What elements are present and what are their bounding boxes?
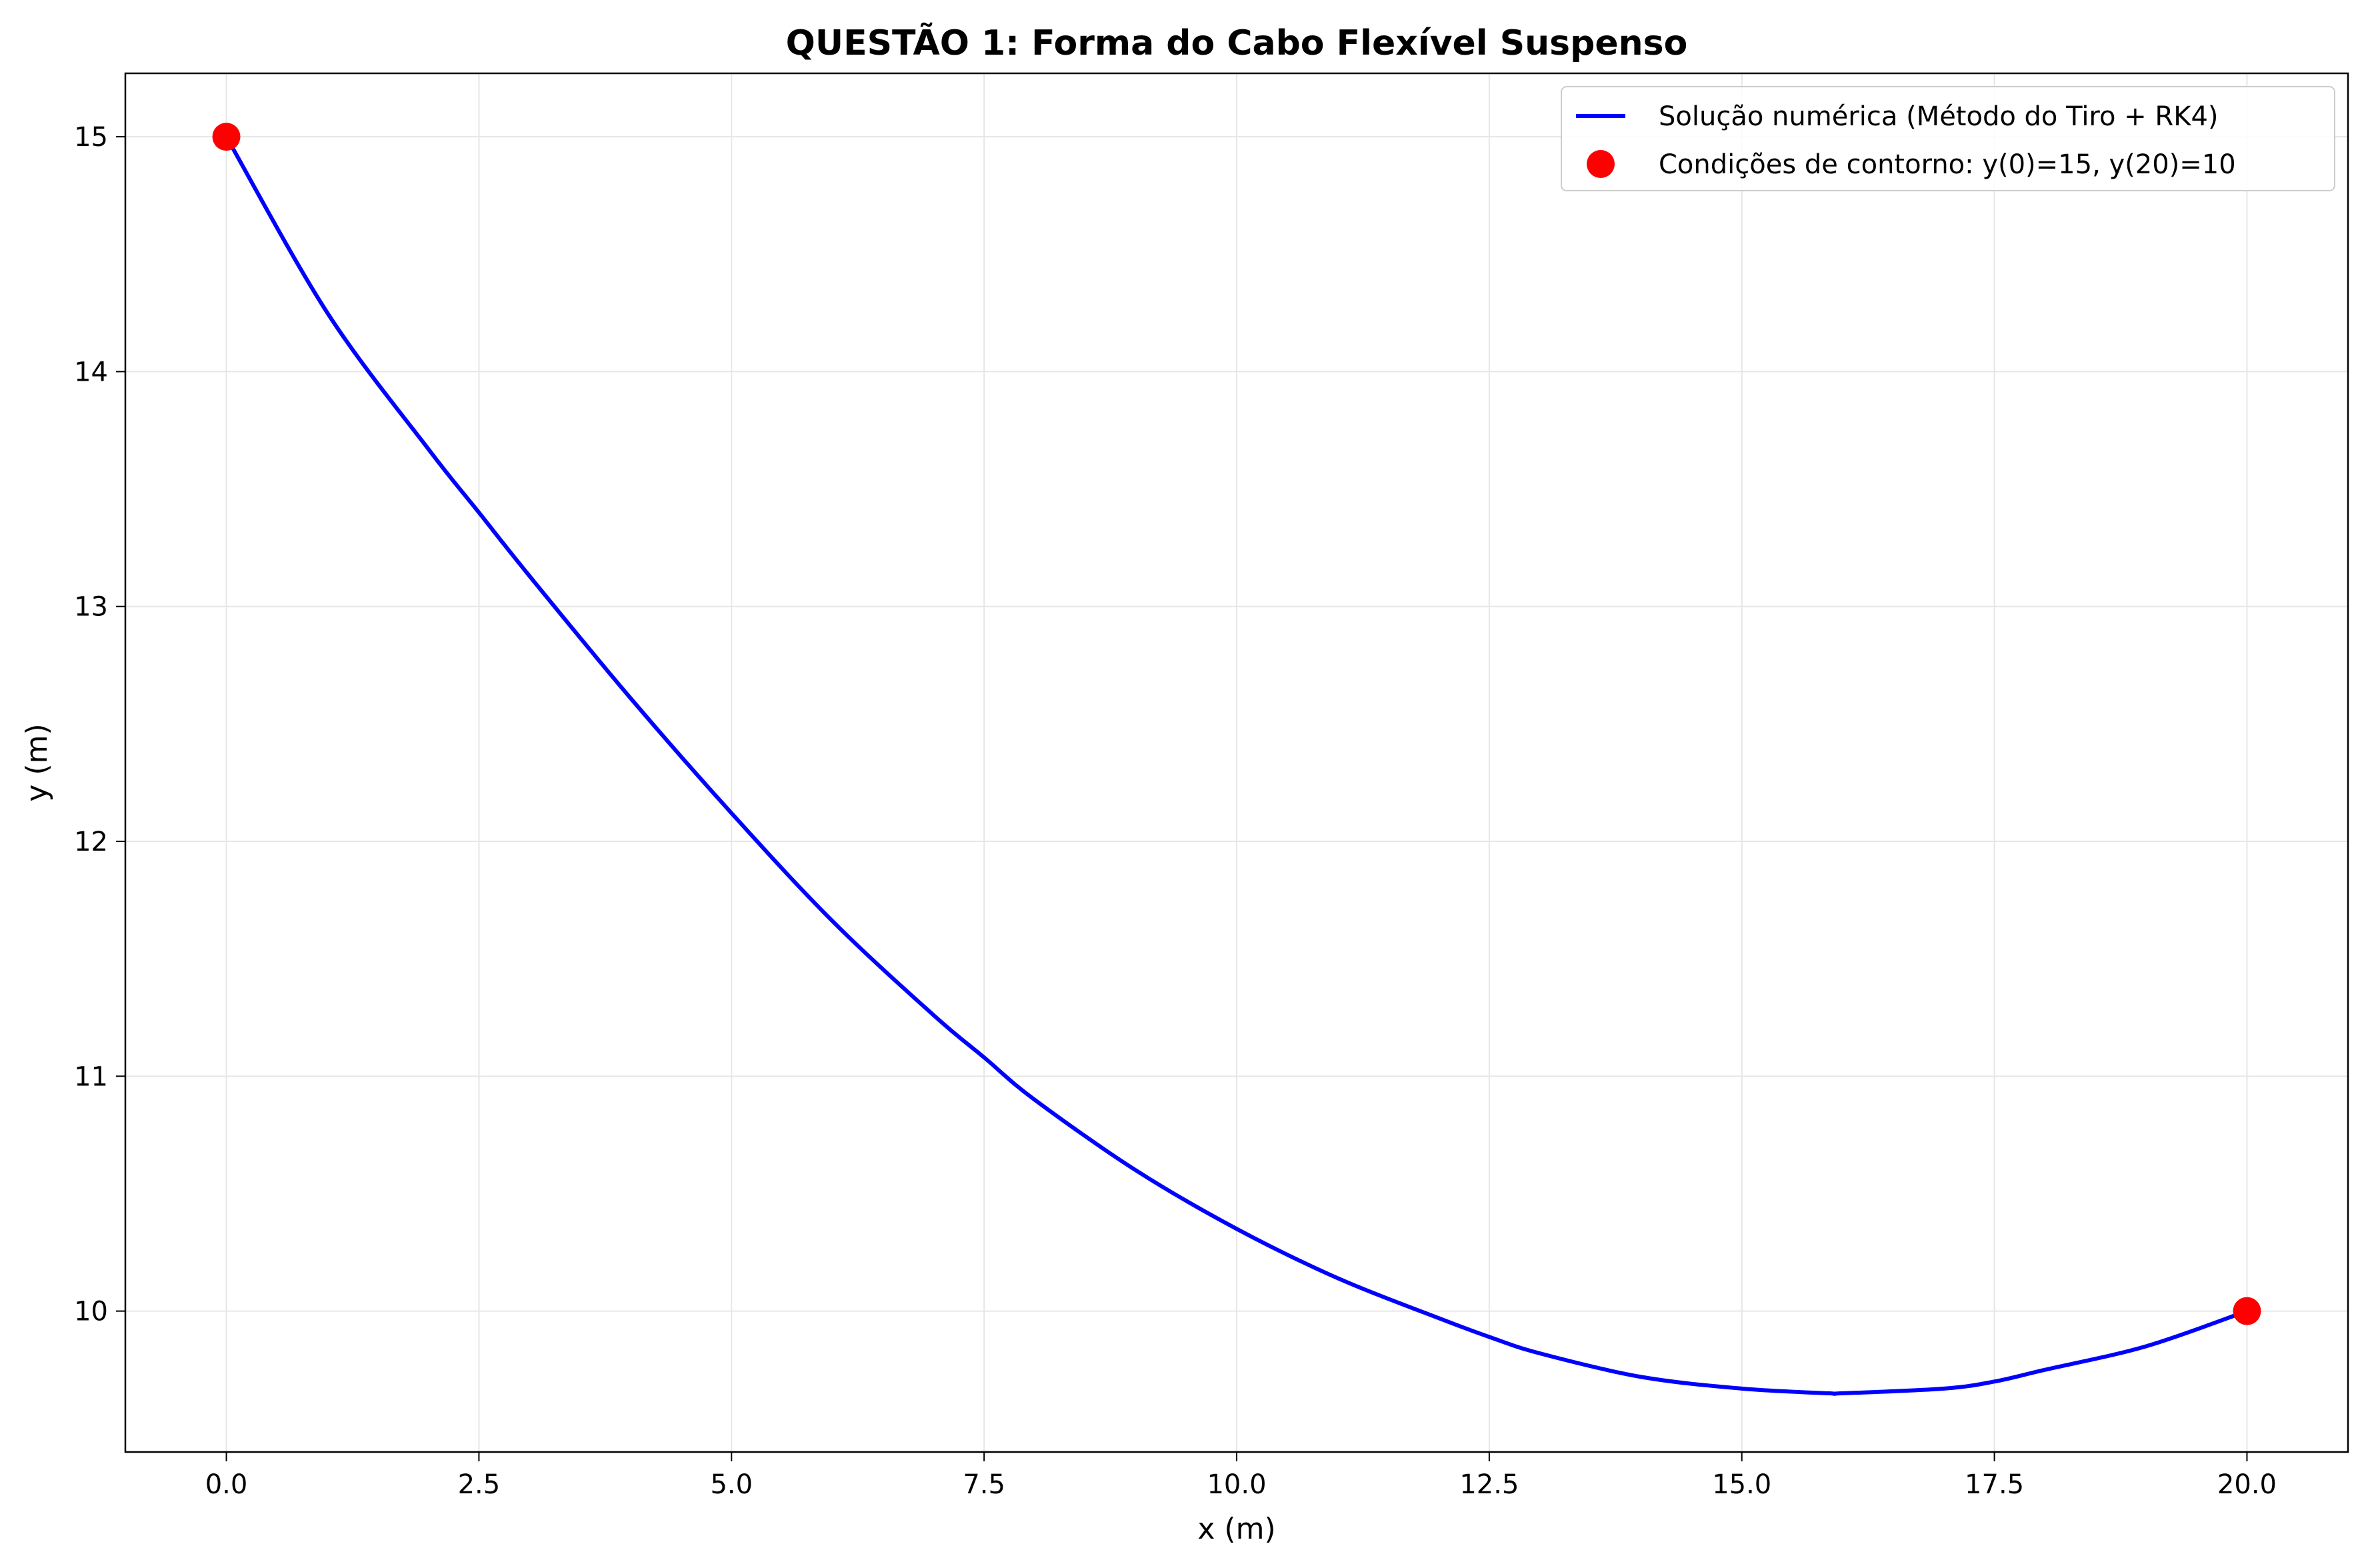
ticks: 0.0 2.5 5.0 7.5 10.0 12.5 15.0 17.5 20.0 10 11 12 13… [74, 122, 2277, 1500]
x-tick-label: 2.5 [458, 1469, 501, 1500]
y-tick-label: 11 [74, 1061, 108, 1092]
x-tick-label: 15.0 [1712, 1469, 1771, 1500]
x-tick-label: 12.5 [1459, 1469, 1519, 1500]
x-tick-label: 17.5 [1965, 1469, 2024, 1500]
grid [125, 73, 2348, 1452]
x-tick-label: 20.0 [2217, 1469, 2277, 1500]
series-layer [212, 123, 2261, 1396]
y-tick-label: 13 [74, 592, 108, 623]
y-tick-label: 14 [74, 357, 108, 387]
y-axis-label: y (m) [20, 723, 54, 801]
x-tick-label: 0.0 [205, 1469, 248, 1500]
y-tick-label: 10 [74, 1297, 108, 1327]
boundary-condition-point [2233, 1297, 2261, 1325]
x-tick-label: 7.5 [963, 1469, 1005, 1500]
legend: Solução numérica (Método do Tiro + RK4) C… [1561, 86, 2335, 191]
y-tick-label: 15 [74, 122, 108, 153]
legend-marker-swatch [1587, 150, 1615, 178]
legend-entry-label: Condições de contorno: y(0)=15, y(20)=10 [1659, 149, 2236, 180]
x-axis-label: x (m) [1197, 1512, 1275, 1546]
boundary-condition-point [212, 123, 241, 151]
legend-box [1561, 86, 2335, 191]
chart-title: QUESTÃO 1: Forma do Cabo Flexível Suspen… [786, 23, 1688, 63]
legend-entry-label: Solução numérica (Método do Tiro + RK4) [1659, 101, 2219, 132]
x-tick-label: 5.0 [710, 1469, 753, 1500]
y-tick-label: 12 [74, 827, 108, 857]
series-line-numerical-solution [224, 135, 2248, 1396]
x-tick-label: 10.0 [1207, 1469, 1266, 1500]
